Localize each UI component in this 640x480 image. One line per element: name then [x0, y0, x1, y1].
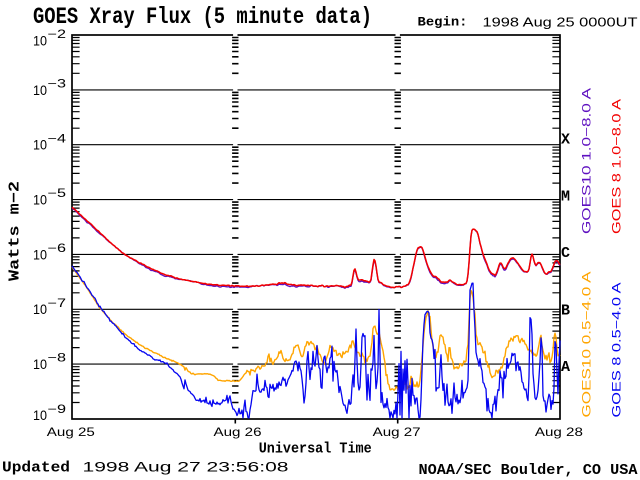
svg-text:Updated: Updated — [2, 460, 70, 477]
svg-text:Aug 25: Aug 25 — [47, 427, 95, 439]
svg-text:GOES 8 0.5−4.0 A: GOES 8 0.5−4.0 A — [610, 283, 624, 418]
svg-text:10: 10 — [33, 301, 47, 317]
svg-text:NOAA/SEC Boulder, CO USA: NOAA/SEC Boulder, CO USA — [419, 462, 638, 479]
svg-text:10: 10 — [33, 192, 47, 208]
svg-text:Universal Time: Universal Time — [259, 441, 372, 458]
svg-text:1998 Aug 25 0000UT: 1998 Aug 25 0000UT — [483, 14, 638, 29]
svg-text:−5: −5 — [48, 188, 67, 200]
svg-text:GOES 8 1.0−8.0 A: GOES 8 1.0−8.0 A — [610, 99, 624, 234]
svg-text:Watts m−2: Watts m−2 — [7, 181, 24, 281]
svg-text:−8: −8 — [48, 353, 67, 365]
svg-text:10: 10 — [33, 356, 47, 372]
svg-text:10: 10 — [33, 82, 47, 98]
svg-text:Begin:: Begin: — [418, 15, 468, 30]
svg-text:−2: −2 — [48, 29, 67, 41]
svg-text:−7: −7 — [48, 298, 67, 310]
svg-text:Aug 26: Aug 26 — [214, 427, 262, 439]
svg-text:10: 10 — [33, 407, 47, 423]
svg-text:M: M — [561, 189, 570, 206]
svg-text:1998 Aug 27 23:56:08: 1998 Aug 27 23:56:08 — [83, 459, 289, 474]
svg-text:−4: −4 — [48, 133, 67, 145]
svg-text:B: B — [561, 303, 570, 320]
svg-text:Aug 27: Aug 27 — [373, 427, 421, 439]
svg-text:10: 10 — [33, 32, 47, 48]
svg-text:GOES Xray Flux (5 minute data): GOES Xray Flux (5 minute data) — [33, 4, 372, 30]
svg-text:−3: −3 — [48, 79, 67, 91]
svg-text:−9: −9 — [48, 404, 67, 416]
svg-text:C: C — [561, 245, 570, 262]
svg-text:A: A — [561, 359, 570, 376]
svg-text:GOES10 1.0−8.0 A: GOES10 1.0−8.0 A — [580, 88, 594, 234]
svg-text:X: X — [561, 132, 570, 149]
svg-text:10: 10 — [33, 246, 47, 262]
svg-text:10: 10 — [33, 137, 47, 153]
svg-text:GOES10 0.5−4.0 A: GOES10 0.5−4.0 A — [580, 272, 594, 418]
svg-text:Aug 28: Aug 28 — [535, 427, 583, 439]
svg-text:−6: −6 — [48, 243, 67, 255]
